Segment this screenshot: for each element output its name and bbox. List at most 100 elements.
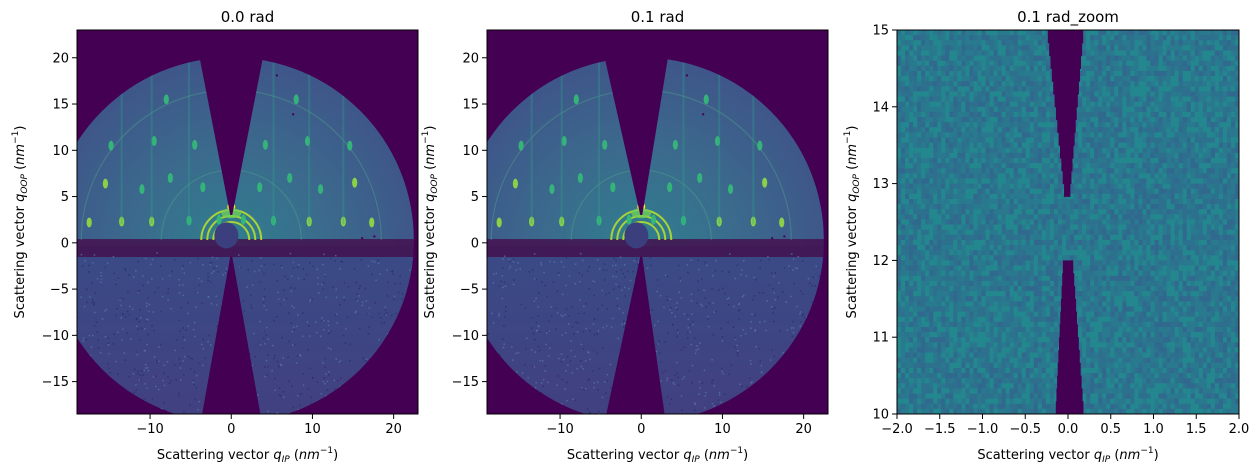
noise-pixel [1178,158,1184,164]
noise-pixel [977,193,983,200]
bragg-spot [680,215,687,226]
noise-pixel [1106,91,1111,98]
noise-pixel [981,168,987,174]
noise-pixel [1130,163,1135,169]
noise-pixel [1082,50,1087,57]
noise-pixel [953,106,958,113]
noise-pixel [1005,183,1011,190]
speckle [623,326,625,328]
noise-pixel [1001,152,1007,159]
noise-pixel [933,214,938,221]
noise-pixel [1130,86,1135,93]
noise-pixel [977,163,983,169]
noise-pixel [1033,86,1039,93]
noise-pixel [1138,204,1144,210]
noise-pixel [993,209,999,215]
noise-pixel [1162,50,1168,57]
speckle [483,311,485,313]
noise-pixel [1086,173,1091,180]
noise-pixel [985,96,991,103]
noise-pixel [1017,65,1023,72]
noise-pixel [937,214,942,221]
noise-pixel [1154,40,1160,46]
noise-pixel [901,234,906,241]
speckle [290,286,292,289]
noise-pixel [1025,65,1031,72]
noise-pixel [933,30,938,36]
noise-pixel [981,76,987,82]
speckle [353,268,356,270]
noise-pixel [1166,229,1172,236]
noise-pixel [1106,117,1111,123]
speckle [670,398,673,400]
noise-pixel [941,204,946,210]
noise-pixel [905,55,910,62]
bragg-spot [561,136,567,147]
speckle [323,377,325,379]
noise-pixel [989,183,995,190]
speckle [528,271,531,273]
speckle [183,272,186,274]
speckle [208,334,210,337]
noise-pixel [1158,127,1164,133]
noise-pixel [1098,106,1103,113]
noise-pixel [1094,132,1099,139]
speckle [84,259,86,262]
noise-pixel [965,81,971,87]
noise-pixel [945,219,950,226]
noise-pixel [1162,183,1168,190]
noise-pixel [949,147,954,154]
noise-pixel [953,178,958,185]
noise-pixel [1021,30,1027,36]
noise-pixel [981,50,987,57]
noise-pixel [917,229,922,236]
speckle [187,312,189,315]
speckle [637,263,639,266]
speckle [495,272,497,275]
speckle [299,354,301,356]
panel-title: 0.0 rad [221,8,275,26]
noise-pixel [1110,229,1115,236]
noise-pixel [1222,96,1228,103]
speckle [740,273,742,276]
noise-pixel [1154,229,1160,236]
noise-pixel [1049,152,1055,159]
noise-pixel [1082,229,1087,236]
noise-pixel [1134,209,1140,215]
noise-pixel [1082,142,1087,149]
noise-pixel [1013,76,1019,82]
speckle [613,257,615,260]
noise-pixel [929,152,934,159]
noise-pixel [1009,163,1015,169]
speckle [334,260,336,262]
noise-pixel [941,229,946,236]
noise-pixel [969,224,975,231]
speckle [144,327,146,330]
speckle [207,421,209,423]
noise-pixel [937,60,942,67]
noise-pixel [897,152,902,159]
noise-pixel [1037,96,1043,103]
speckle [401,298,403,300]
noise-pixel [1001,106,1007,113]
speckle [692,323,694,326]
noise-pixel [957,158,962,164]
noise-pixel [997,168,1003,174]
noise-pixel [1130,111,1135,118]
noise-pixel [945,224,950,231]
noise-pixel [909,106,914,113]
noise-pixel [1218,40,1224,46]
noise-pixel [1049,127,1055,133]
noise-pixel [1218,158,1224,164]
noise-pixel [1005,117,1011,123]
speckle [360,258,363,261]
noise-pixel [1090,173,1095,180]
dead-pixel [373,235,376,238]
noise-pixel [1114,198,1119,205]
speckle [696,345,698,347]
noise-pixel [1021,173,1027,180]
noise-pixel [1045,147,1051,154]
speckle [324,275,326,277]
noise-pixel [1170,30,1176,36]
noise-pixel [1110,86,1115,93]
